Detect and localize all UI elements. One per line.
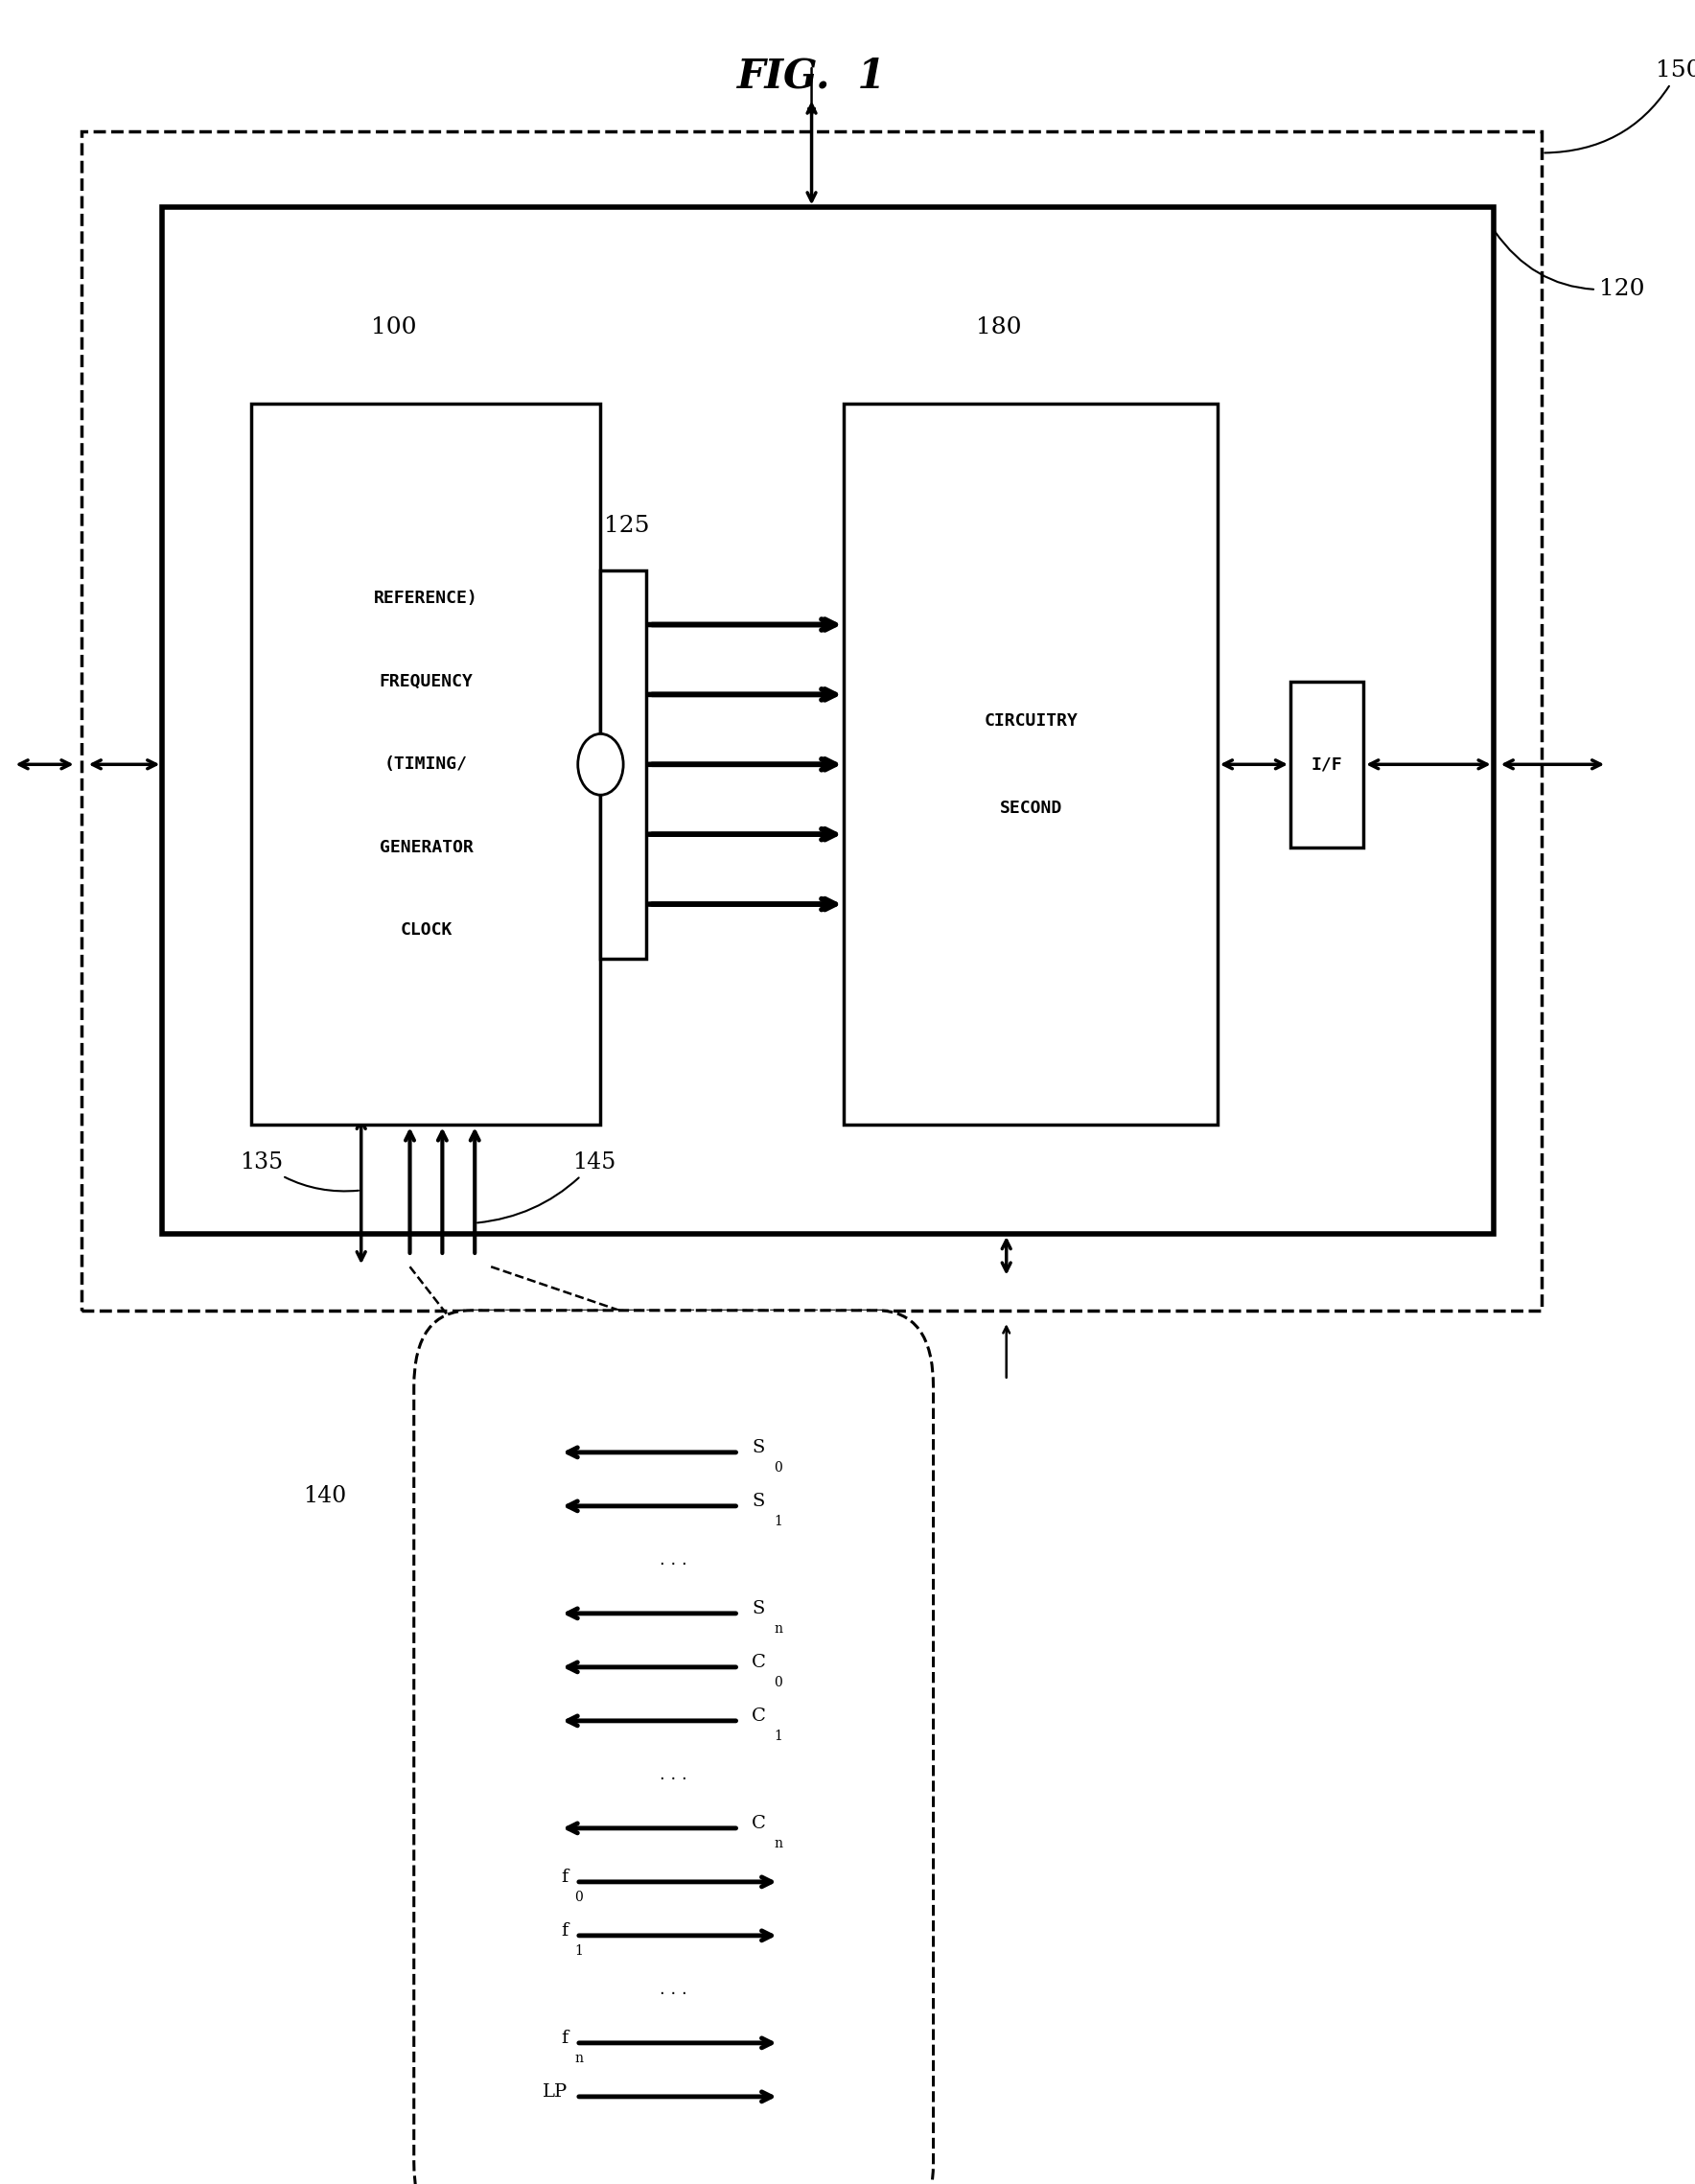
Text: CLOCK: CLOCK <box>400 922 453 939</box>
Text: 1: 1 <box>775 1730 783 1743</box>
Text: CIRCUITRY: CIRCUITRY <box>983 712 1078 729</box>
Text: 125: 125 <box>603 515 649 537</box>
Text: 145: 145 <box>478 1151 615 1223</box>
Text: 1: 1 <box>775 1516 783 1529</box>
Text: . . .: . . . <box>659 1767 688 1782</box>
Text: REFERENCE): REFERENCE) <box>375 590 478 607</box>
FancyBboxPatch shape <box>600 570 646 959</box>
Text: 100: 100 <box>371 317 417 339</box>
Text: C: C <box>751 1653 766 1671</box>
Text: 0: 0 <box>575 1891 583 1904</box>
Text: SECOND: SECOND <box>1000 799 1063 817</box>
Text: FREQUENCY: FREQUENCY <box>380 673 473 690</box>
FancyBboxPatch shape <box>844 404 1217 1125</box>
Text: n: n <box>775 1837 783 1850</box>
Text: f: f <box>561 1870 568 1887</box>
Text: . . .: . . . <box>659 1981 688 1998</box>
Text: GENERATOR: GENERATOR <box>380 839 473 856</box>
Text: 150: 150 <box>1544 59 1695 153</box>
Text: f: f <box>561 2029 568 2046</box>
Text: FIG.  1: FIG. 1 <box>737 57 886 96</box>
Text: C: C <box>751 1815 766 1832</box>
Text: S: S <box>751 1439 764 1457</box>
FancyBboxPatch shape <box>1290 681 1363 847</box>
Text: C: C <box>751 1708 766 1725</box>
Text: 135: 135 <box>239 1151 359 1190</box>
Text: 120: 120 <box>1495 232 1644 299</box>
Text: 180: 180 <box>976 317 1020 339</box>
FancyBboxPatch shape <box>163 207 1493 1234</box>
Text: 140: 140 <box>303 1485 346 1507</box>
Text: n: n <box>575 2051 583 2064</box>
Circle shape <box>578 734 624 795</box>
Text: f: f <box>561 1922 568 1939</box>
Text: 0: 0 <box>775 1675 783 1688</box>
Text: S: S <box>751 1601 764 1618</box>
Text: n: n <box>775 1623 783 1636</box>
Text: S: S <box>751 1494 764 1511</box>
Text: 1: 1 <box>575 1944 583 1957</box>
Text: I/F: I/F <box>1312 756 1342 773</box>
Text: 0: 0 <box>775 1461 783 1474</box>
Text: . . .: . . . <box>659 1551 688 1568</box>
Text: (TIMING/: (TIMING/ <box>385 756 468 773</box>
FancyBboxPatch shape <box>414 1310 934 2184</box>
Text: LP: LP <box>542 2084 568 2101</box>
FancyBboxPatch shape <box>251 404 600 1125</box>
